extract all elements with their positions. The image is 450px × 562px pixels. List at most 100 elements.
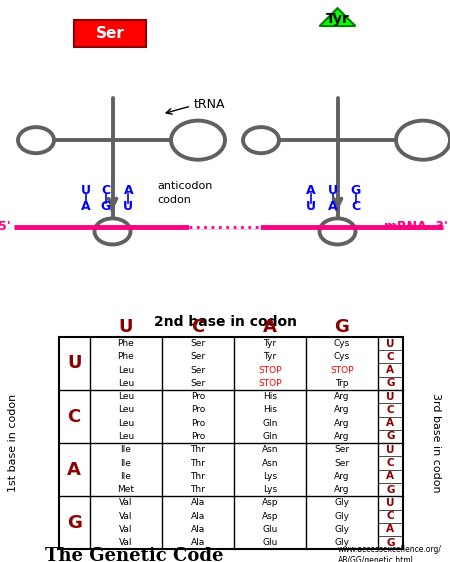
Text: Leu: Leu xyxy=(118,419,134,428)
Text: STOP: STOP xyxy=(258,366,282,375)
Text: Val: Val xyxy=(119,538,133,547)
Text: Gly: Gly xyxy=(334,538,350,547)
Text: STOP: STOP xyxy=(330,366,354,375)
Text: anticodon: anticodon xyxy=(158,181,213,191)
Text: Asp: Asp xyxy=(262,511,278,520)
Text: Ala: Ala xyxy=(191,498,205,507)
Text: A: A xyxy=(68,461,81,479)
Text: Asn: Asn xyxy=(262,459,278,468)
Text: Arg: Arg xyxy=(334,419,350,428)
Text: U: U xyxy=(306,201,315,214)
Text: G: G xyxy=(351,184,360,197)
Text: Thr: Thr xyxy=(190,485,206,494)
Text: A: A xyxy=(123,184,133,197)
Text: Ser: Ser xyxy=(190,366,206,375)
Text: Pro: Pro xyxy=(191,432,205,441)
Text: A: A xyxy=(387,524,394,534)
Text: codon: codon xyxy=(158,196,191,206)
Text: Tyr: Tyr xyxy=(263,339,277,348)
Text: Phe: Phe xyxy=(117,352,135,361)
Text: Arg: Arg xyxy=(334,405,350,414)
FancyBboxPatch shape xyxy=(74,20,146,47)
Text: Val: Val xyxy=(119,498,133,507)
Text: A: A xyxy=(263,318,277,336)
Text: U: U xyxy=(119,318,133,336)
Text: C: C xyxy=(387,511,394,521)
Text: Glu: Glu xyxy=(262,538,278,547)
Text: www.accessexcellence.org/
AB/GG/genetic.html: www.accessexcellence.org/ AB/GG/genetic.… xyxy=(338,545,441,562)
Text: Ser: Ser xyxy=(190,339,206,348)
Text: A: A xyxy=(387,472,394,481)
Text: G: G xyxy=(334,318,350,336)
Text: Cys: Cys xyxy=(334,339,350,348)
Text: 1st base in codon: 1st base in codon xyxy=(9,394,18,492)
Text: Tyr: Tyr xyxy=(325,12,350,26)
Text: The Genetic Code: The Genetic Code xyxy=(45,547,224,562)
Text: Lys: Lys xyxy=(263,472,277,481)
Text: Asp: Asp xyxy=(262,498,278,507)
Text: Val: Val xyxy=(119,511,133,520)
Text: C: C xyxy=(101,184,110,197)
Text: A: A xyxy=(328,201,338,214)
Text: Thr: Thr xyxy=(190,472,206,481)
Text: Ser: Ser xyxy=(190,352,206,361)
Text: Arg: Arg xyxy=(334,432,350,441)
Text: His: His xyxy=(263,392,277,401)
Text: Gln: Gln xyxy=(262,432,278,441)
Text: U: U xyxy=(386,392,395,402)
Text: Asn: Asn xyxy=(262,445,278,454)
Text: U: U xyxy=(81,184,90,197)
Text: G: G xyxy=(67,514,82,532)
Text: U: U xyxy=(386,445,395,455)
Text: Arg: Arg xyxy=(334,485,350,494)
Text: A: A xyxy=(387,418,394,428)
Text: A: A xyxy=(387,365,394,375)
Text: Trp: Trp xyxy=(335,379,349,388)
Text: Ile: Ile xyxy=(121,445,131,454)
Text: Cys: Cys xyxy=(334,352,350,361)
Text: A: A xyxy=(81,201,90,214)
Text: Thr: Thr xyxy=(190,445,206,454)
Text: Gly: Gly xyxy=(334,498,350,507)
Text: Leu: Leu xyxy=(118,392,134,401)
Text: Ala: Ala xyxy=(191,525,205,534)
Text: Gly: Gly xyxy=(334,511,350,520)
Text: U: U xyxy=(386,338,395,348)
Text: Gly: Gly xyxy=(334,525,350,534)
Text: Ser: Ser xyxy=(334,445,350,454)
Text: Ala: Ala xyxy=(191,538,205,547)
Text: Tyr: Tyr xyxy=(263,352,277,361)
Text: Ser: Ser xyxy=(334,459,350,468)
Text: Ser: Ser xyxy=(96,26,125,41)
Text: Arg: Arg xyxy=(334,392,350,401)
Text: U: U xyxy=(67,355,81,373)
Text: Met: Met xyxy=(117,485,135,494)
Text: Arg: Arg xyxy=(334,472,350,481)
Text: Pro: Pro xyxy=(191,392,205,401)
Text: U: U xyxy=(328,184,338,197)
Text: Ala: Ala xyxy=(191,511,205,520)
Text: Pro: Pro xyxy=(191,405,205,414)
Text: Ile: Ile xyxy=(121,472,131,481)
Text: Leu: Leu xyxy=(118,379,134,388)
Text: G: G xyxy=(386,432,395,442)
Text: G: G xyxy=(101,201,111,214)
Text: G: G xyxy=(386,378,395,388)
Text: 2nd base in codon: 2nd base in codon xyxy=(153,315,297,329)
Text: Ser: Ser xyxy=(190,379,206,388)
Text: His: His xyxy=(263,405,277,414)
Text: Ile: Ile xyxy=(121,459,131,468)
Text: 5': 5' xyxy=(0,220,11,233)
Text: U: U xyxy=(386,498,395,508)
Text: C: C xyxy=(387,405,394,415)
Text: G: G xyxy=(386,538,395,548)
Bar xyxy=(58,337,403,550)
Text: Glu: Glu xyxy=(262,525,278,534)
Text: C: C xyxy=(68,407,81,425)
Text: Leu: Leu xyxy=(118,366,134,375)
Text: Pro: Pro xyxy=(191,419,205,428)
Text: C: C xyxy=(387,458,394,468)
Text: 3rd base in codon: 3rd base in codon xyxy=(432,393,441,493)
Text: C: C xyxy=(191,318,205,336)
Text: Thr: Thr xyxy=(190,459,206,468)
